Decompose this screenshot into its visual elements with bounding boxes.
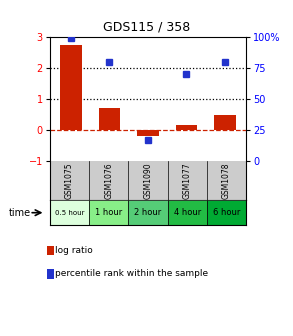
Bar bbox=[60, 45, 81, 130]
Bar bbox=[128, 200, 168, 225]
Text: 6 hour: 6 hour bbox=[213, 208, 240, 217]
Text: 4 hour: 4 hour bbox=[173, 208, 201, 217]
Text: log ratio: log ratio bbox=[55, 246, 93, 255]
Text: time: time bbox=[9, 208, 31, 218]
Text: GSM1077: GSM1077 bbox=[183, 162, 192, 199]
Text: 0.5 hour: 0.5 hour bbox=[55, 210, 84, 216]
Bar bbox=[89, 200, 128, 225]
Text: GSM1090: GSM1090 bbox=[144, 162, 152, 199]
Text: GSM1076: GSM1076 bbox=[104, 162, 113, 199]
Bar bbox=[168, 200, 207, 225]
Text: GSM1078: GSM1078 bbox=[222, 163, 231, 199]
Text: percentile rank within the sample: percentile rank within the sample bbox=[55, 269, 208, 278]
Bar bbox=[99, 109, 120, 130]
Bar bbox=[137, 130, 159, 136]
Text: 1 hour: 1 hour bbox=[95, 208, 122, 217]
Text: 2 hour: 2 hour bbox=[134, 208, 162, 217]
Bar bbox=[207, 200, 246, 225]
Text: GSM1075: GSM1075 bbox=[65, 162, 74, 199]
Bar bbox=[214, 115, 236, 130]
Text: GDS115 / 358: GDS115 / 358 bbox=[103, 20, 190, 33]
Bar bbox=[50, 200, 89, 225]
Bar bbox=[176, 125, 197, 130]
